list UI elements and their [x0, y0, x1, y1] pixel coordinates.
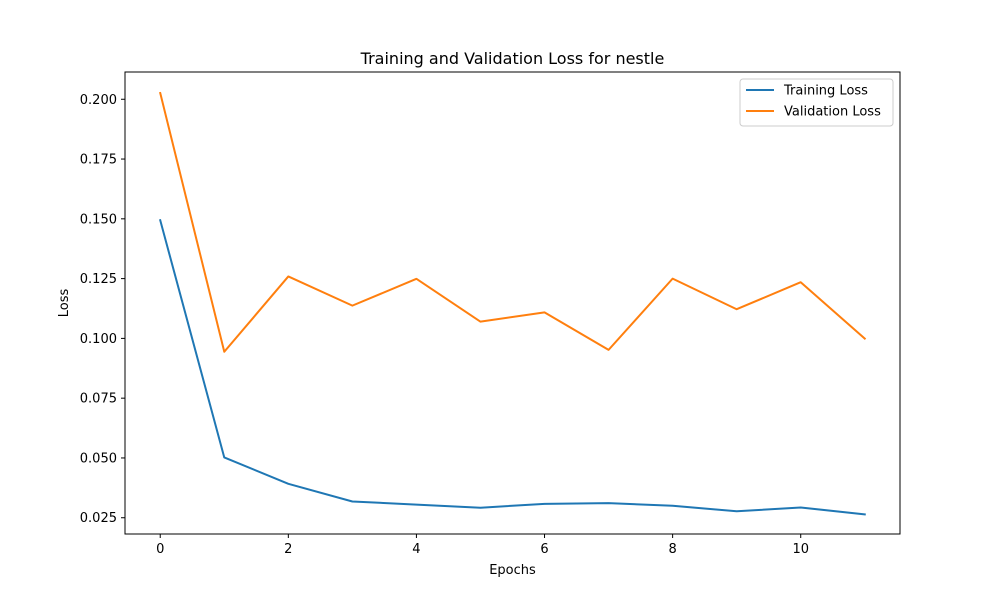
x-tick-label: 2 [284, 542, 292, 557]
series-line-1 [159, 91, 867, 353]
y-tick-label: 0.050 [80, 451, 117, 466]
y-tick-label: 0.200 [80, 93, 117, 108]
plot-frame [124, 71, 901, 535]
legend-box [739, 78, 894, 127]
y-tick-label: 0.025 [80, 511, 117, 526]
x-tick-label: 8 [668, 542, 676, 557]
y-tick-label: 0.125 [80, 272, 117, 287]
y-tick-label: 0.150 [80, 212, 117, 227]
y-axis: 0.025 0.050 0.075 0.100 0.125 0.150 0.175 0.200 [80, 93, 125, 526]
x-tick-label: 4 [412, 542, 420, 557]
legend-label-1: Validation Loss [784, 105, 881, 120]
x-axis: 0 2 4 6 8 10 [156, 534, 809, 557]
x-axis-label: Epochs [489, 563, 536, 578]
legend: Training Loss Validation Loss [739, 78, 894, 127]
y-tick-label: 0.175 [80, 153, 117, 168]
series-line-0 [159, 219, 866, 516]
legend-label-0: Training Loss [783, 84, 868, 99]
y-axis-label: Loss [57, 289, 72, 318]
x-tick-label: 10 [792, 542, 809, 557]
y-tick-label: 0.100 [80, 332, 117, 347]
x-tick-label: 0 [156, 542, 164, 557]
chart-title: Training and Validation Loss for nestle [360, 49, 665, 68]
y-tick-label: 0.075 [80, 392, 117, 407]
series-layer [159, 91, 867, 516]
x-tick-label: 6 [540, 542, 548, 557]
